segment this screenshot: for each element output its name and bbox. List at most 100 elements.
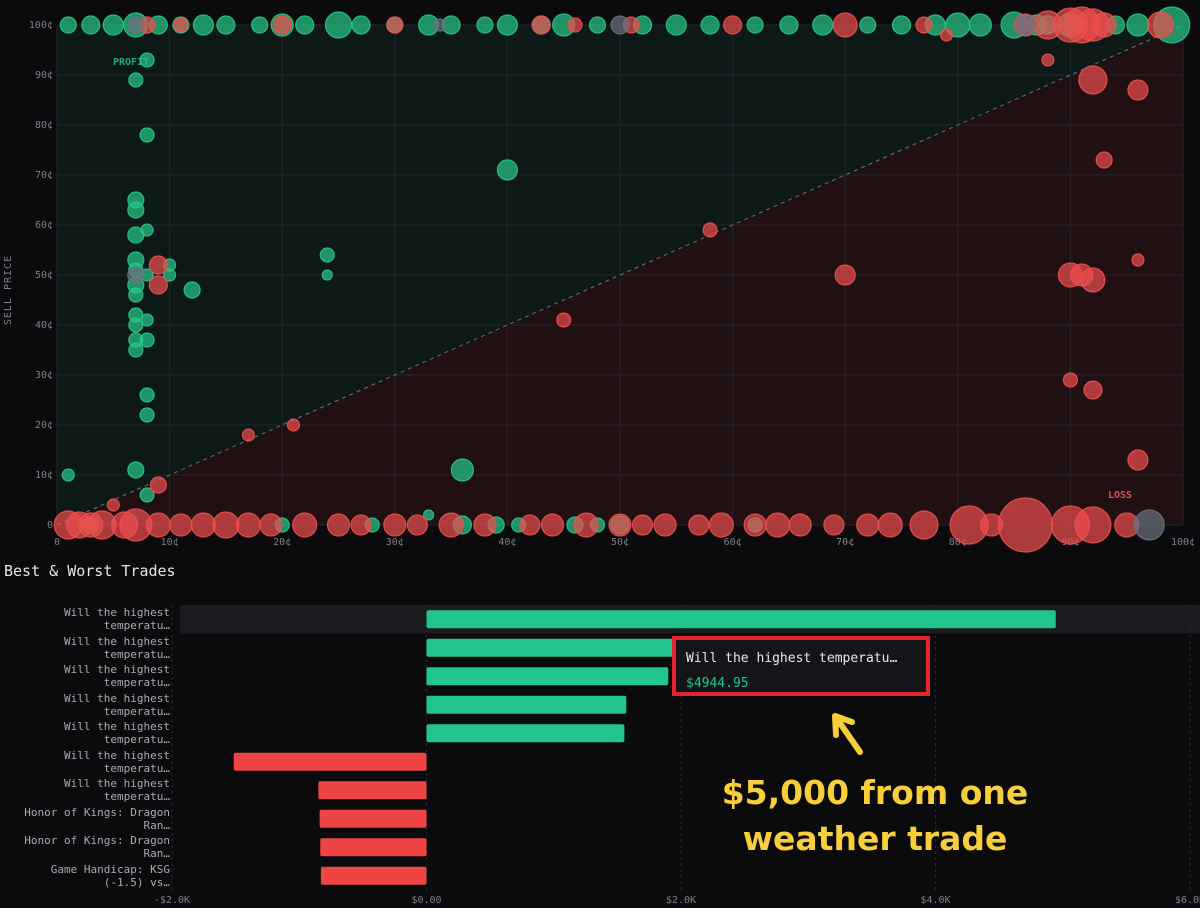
bubble <box>292 512 318 538</box>
y-tick-label: 30¢ <box>35 370 53 381</box>
bubble <box>106 498 120 512</box>
x-tick-label: 30¢ <box>386 537 404 548</box>
bubble <box>139 127 155 143</box>
y-tick-label: Will the highest temperatu… <box>64 663 170 690</box>
bubble <box>722 15 743 35</box>
bubble <box>915 16 933 34</box>
x-tick-label: 20¢ <box>273 537 291 548</box>
x-tick-label: 70¢ <box>836 537 854 548</box>
bar-chart-title: Best & Worst Trades <box>4 562 176 580</box>
x-tick-label: 60¢ <box>724 537 742 548</box>
bubble <box>1127 449 1149 471</box>
y-tick-label: 90¢ <box>35 70 53 81</box>
bubble <box>422 509 435 521</box>
bubble <box>1095 151 1113 169</box>
break-even-line <box>56 24 1184 526</box>
y-tick-label: Honor of Kings: Dragon Ran… <box>24 805 170 832</box>
y-tick-label: 70¢ <box>35 170 53 181</box>
scatter-chart: 0 10¢ 20¢ 30¢ 40¢ 50¢ 60¢ 70¢ 80¢ 90¢ 100¢ 0 10¢ 20¢ 3… <box>3 6 1195 553</box>
y-axis-label: SELL PRICE <box>3 255 14 325</box>
annotation: $5,000 from one weather trade <box>700 770 1050 862</box>
y-tick-label: 20¢ <box>35 420 53 431</box>
bubble <box>834 264 856 286</box>
bar <box>318 781 427 800</box>
bubble <box>350 514 372 536</box>
tooltip-value: $4944.95 <box>686 676 749 691</box>
bubble <box>496 14 518 36</box>
tooltip-title: Will the highest temperatu… <box>686 651 898 666</box>
bubble <box>788 513 812 537</box>
bubble <box>531 15 551 35</box>
bubble <box>127 16 145 34</box>
y-tick-label: Will the highest temperatu… <box>64 777 170 804</box>
bubble <box>608 513 632 537</box>
bubble <box>702 222 718 238</box>
bubble <box>81 15 101 35</box>
bubble <box>127 461 145 479</box>
bubble <box>1131 253 1145 267</box>
bubble <box>216 15 236 35</box>
bubble <box>272 15 292 35</box>
bubble <box>823 514 845 536</box>
bubble <box>665 14 687 36</box>
bubble <box>183 281 201 299</box>
bubble <box>1078 65 1108 95</box>
y-tick-label: Will the highest temperatu… <box>64 691 170 718</box>
x-tick-label: $6.0K <box>1175 895 1200 906</box>
bubble <box>59 16 77 34</box>
bubble <box>149 476 167 494</box>
bubble <box>1091 12 1117 38</box>
bubble <box>1146 11 1175 39</box>
bubble <box>567 17 583 33</box>
x-tick-label: 10¢ <box>161 537 179 548</box>
y-tick-label: 40¢ <box>35 320 53 331</box>
bubble <box>192 14 214 36</box>
bubble <box>588 16 607 34</box>
x-tick-label: 50¢ <box>611 537 629 548</box>
y-tick-label: 60¢ <box>35 220 53 231</box>
bubble <box>321 269 333 281</box>
bubble <box>573 512 599 538</box>
bubble <box>556 312 572 328</box>
bubble <box>1133 509 1165 541</box>
x-tick-label: $0.00 <box>411 895 441 906</box>
bar <box>426 610 1056 629</box>
bubble <box>295 15 315 35</box>
bubble <box>1014 14 1036 36</box>
y-tick-label: 80¢ <box>35 120 53 131</box>
y-tick-label: 10¢ <box>35 470 53 481</box>
bubble <box>476 16 494 34</box>
bubble <box>1083 380 1103 400</box>
bar <box>426 638 681 657</box>
y-tick-label: Will the highest temperatu… <box>64 748 170 775</box>
bubble <box>128 287 144 303</box>
bubble <box>631 514 654 536</box>
bar <box>320 866 427 885</box>
y-tick-label: Honor of Kings: Dragon Ran… <box>24 834 170 861</box>
bar <box>426 724 625 743</box>
annotation-line: $5,000 from one <box>721 773 1029 812</box>
bubble <box>406 514 428 536</box>
region-label: PROFIT <box>113 57 149 68</box>
bubble <box>891 15 912 35</box>
bubble <box>877 512 903 538</box>
bubble <box>610 15 630 35</box>
bubble <box>139 487 155 503</box>
bubble <box>1127 79 1149 101</box>
bubble <box>1062 372 1079 388</box>
y-tick-label: 0 <box>47 520 53 531</box>
x-tick-label: 100¢ <box>1171 537 1195 548</box>
x-tick-label: $4.0K <box>920 895 950 906</box>
y-tick-label: Will the highest temperatu… <box>64 634 170 661</box>
bubble <box>1080 267 1106 293</box>
bar <box>233 752 427 771</box>
bubble <box>139 332 155 348</box>
bubble <box>148 275 168 295</box>
bubble <box>433 18 447 32</box>
bubble <box>251 16 269 34</box>
bubble <box>779 15 799 35</box>
bubble <box>139 52 155 68</box>
bubble <box>653 513 677 537</box>
